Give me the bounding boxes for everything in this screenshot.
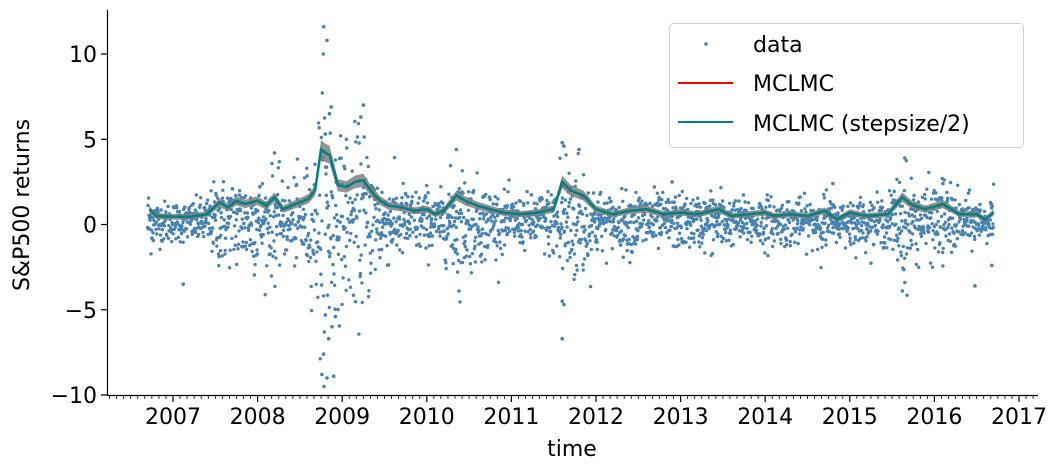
x-tick-label: 2013 [653, 405, 709, 430]
y-ticks: 10 5 0 −5 −10 [51, 43, 108, 409]
legend-data-marker [704, 42, 708, 46]
legend: data MCLMC MCLMC (stepsize/2) [669, 23, 1024, 148]
y-tick-label: −10 [51, 384, 97, 409]
x-tick-label: 2008 [230, 405, 286, 430]
y-tick-label: 5 [83, 128, 97, 153]
data-scatter [145, 24, 996, 389]
x-tick-label: 2016 [906, 405, 962, 430]
x-tick-label: 2017 [991, 405, 1047, 430]
legend-label-mclmc: MCLMC [753, 72, 834, 97]
x-tick-label: 2010 [399, 405, 455, 430]
plot-area [145, 24, 996, 389]
x-tick-label: 2009 [314, 405, 370, 430]
y-tick-label: 10 [69, 43, 97, 68]
y-tick-label: −5 [65, 299, 97, 324]
legend-label-data: data [753, 33, 803, 58]
legend-label-mclmc-half: MCLMC (stepsize/2) [753, 112, 970, 137]
x-tick-label: 2011 [483, 405, 539, 430]
x-ticks: 2007 2008 2009 2010 2011 2012 2013 2014 2015 2016… [109, 395, 1047, 430]
x-tick-label: 2014 [737, 405, 793, 430]
x-tick-label: 2012 [568, 405, 624, 430]
x-tick-label: 2015 [822, 405, 878, 430]
y-axis-label: S&P500 returns [10, 119, 35, 291]
x-tick-label: 2007 [145, 405, 201, 430]
x-axis-label: time [547, 437, 597, 462]
legend-frame [669, 23, 1024, 148]
y-tick-label: 0 [83, 214, 97, 239]
mclmc-stepsize-half-line [148, 147, 995, 221]
